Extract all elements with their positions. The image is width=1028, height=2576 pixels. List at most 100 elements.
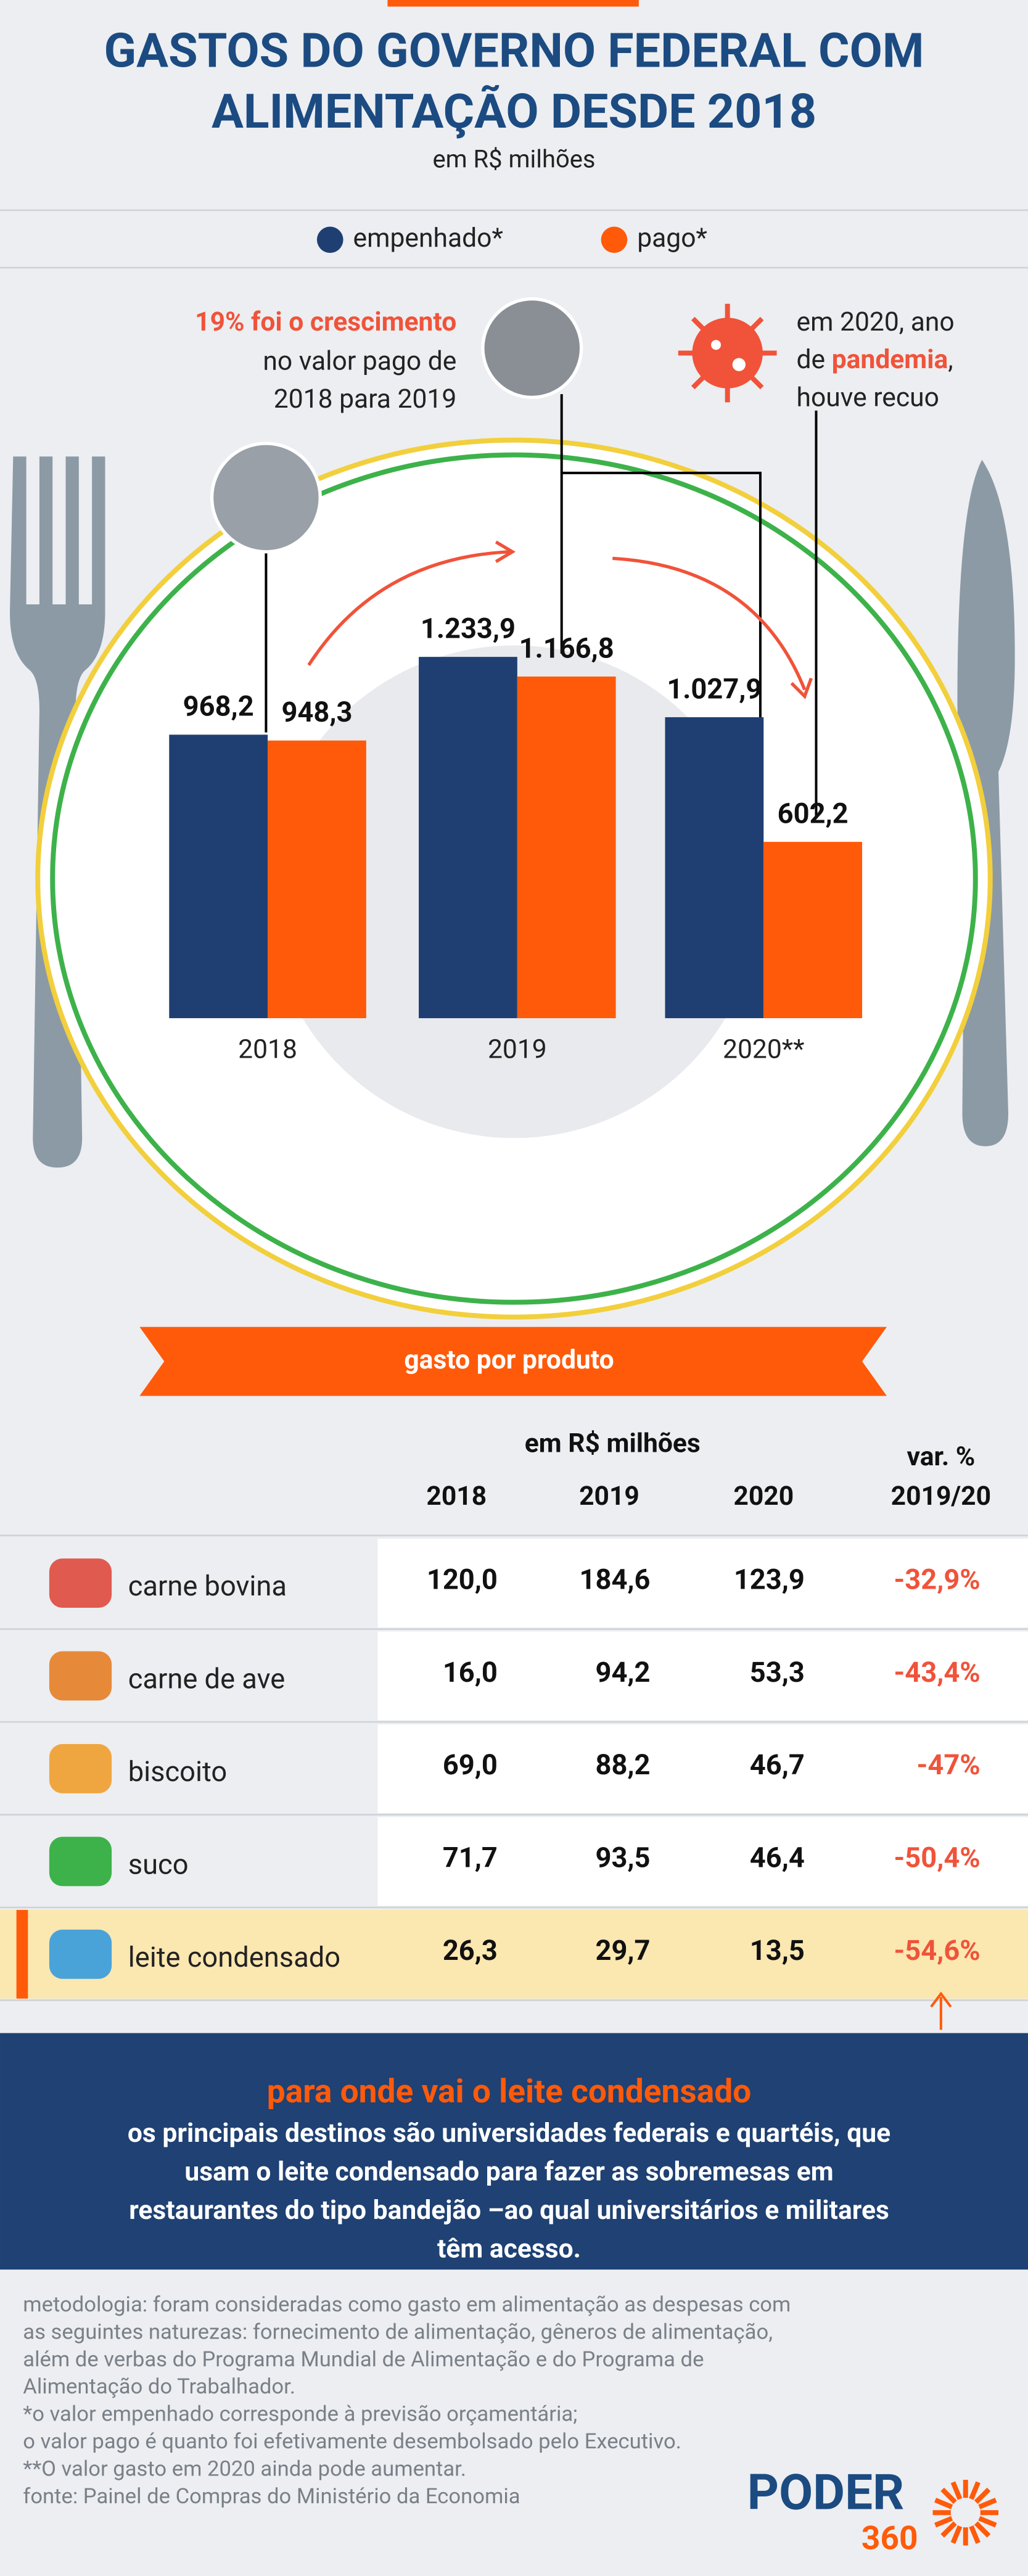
value-label: 1.233,9 bbox=[421, 613, 516, 646]
logo-ray bbox=[934, 2516, 953, 2528]
annotation-text: , bbox=[948, 344, 953, 375]
value-label: 602,2 bbox=[778, 797, 849, 830]
annotation: em 2020, ano bbox=[797, 307, 955, 337]
cell: 46,7 bbox=[750, 1749, 805, 1782]
row-bg bbox=[377, 1724, 1028, 1813]
cell: 93,5 bbox=[595, 1842, 650, 1875]
product-name: carne de ave bbox=[128, 1663, 285, 1695]
value-label: 1.027,9 bbox=[667, 673, 762, 706]
logo-ray bbox=[974, 2521, 991, 2538]
bar bbox=[268, 740, 366, 1018]
row-marker bbox=[16, 1909, 28, 1999]
bar bbox=[517, 677, 616, 1018]
cell: 13,5 bbox=[750, 1935, 805, 1967]
logo-ray bbox=[978, 2498, 997, 2509]
cell: 120,0 bbox=[427, 1563, 498, 1596]
product-name: biscoito bbox=[128, 1756, 227, 1788]
legend-swatch bbox=[316, 226, 343, 253]
row-bg bbox=[0, 1909, 1028, 1999]
logo-ray bbox=[950, 2481, 963, 2500]
value-label: 968,2 bbox=[183, 691, 254, 723]
column-header: 2019/20 bbox=[891, 1481, 991, 1512]
subtitle: em R$ milhões bbox=[432, 145, 595, 174]
note: além de verbas do Programa Mundial de Al… bbox=[23, 2347, 704, 2372]
title: ALIMENTAÇÃO DESDE 2018 bbox=[212, 83, 816, 139]
logo-ray bbox=[974, 2487, 991, 2504]
annotation: 2018 para 2019 bbox=[274, 384, 457, 414]
product-icon bbox=[49, 1651, 112, 1701]
bar bbox=[169, 735, 268, 1018]
logo-name: PODER bbox=[747, 2464, 905, 2522]
box-text: restaurantes do tipo bandejão –ao qual u… bbox=[129, 2195, 889, 2226]
column-header: 2018 bbox=[426, 1481, 487, 1512]
box-title: para onde vai o leite condensado bbox=[267, 2073, 751, 2111]
x-tick-label: 2019 bbox=[488, 1034, 547, 1064]
var-cell: -47% bbox=[917, 1749, 981, 1782]
virus-icon bbox=[678, 303, 777, 403]
product-name: suco bbox=[128, 1848, 189, 1881]
var-cell: -32,9% bbox=[894, 1563, 980, 1596]
cell: 26,3 bbox=[443, 1935, 498, 1967]
note: Alimentação do Trabalhador. bbox=[23, 2374, 295, 2399]
logo-number: 360 bbox=[861, 2520, 918, 2558]
column-header: 2019 bbox=[579, 1481, 639, 1512]
table-unit: em R$ milhões bbox=[525, 1428, 701, 1459]
note: o valor pago é quanto foi efetivamente d… bbox=[23, 2429, 681, 2454]
row-bg bbox=[377, 1817, 1028, 1906]
arrows bbox=[307, 540, 813, 699]
cell: 88,2 bbox=[595, 1749, 650, 1782]
annotation: de pandemia, bbox=[797, 344, 953, 375]
product-name: carne bovina bbox=[128, 1570, 287, 1603]
legend-swatch bbox=[601, 226, 628, 253]
logo-ray bbox=[969, 2525, 981, 2544]
x-tick-label: 2020** bbox=[723, 1034, 804, 1064]
annotation-highlight: 19% foi o crescimento bbox=[195, 307, 456, 337]
cell: 184,6 bbox=[580, 1563, 651, 1596]
connectors bbox=[265, 394, 818, 838]
var-cell: -43,4% bbox=[894, 1656, 980, 1689]
logo-ray bbox=[969, 2481, 981, 2500]
cell: 29,7 bbox=[595, 1935, 650, 1967]
legend-label: empenhado* bbox=[353, 223, 503, 253]
cell: 53,3 bbox=[750, 1656, 805, 1689]
logo-ray bbox=[950, 2525, 963, 2544]
logo-ray bbox=[978, 2516, 997, 2528]
cell: 71,7 bbox=[443, 1842, 498, 1875]
box-text: os principais destinos são universidades… bbox=[128, 2118, 890, 2149]
note: metodologia: foram consideradas como gas… bbox=[23, 2292, 791, 2317]
banner-label: gasto por produto bbox=[404, 1344, 614, 1375]
value-label: 948,3 bbox=[281, 696, 352, 729]
box-text: têm acesso. bbox=[437, 2234, 581, 2265]
annotation-highlight: pandemia bbox=[832, 344, 948, 375]
column-header: var. % bbox=[907, 1441, 975, 1472]
cell: 69,0 bbox=[443, 1749, 498, 1782]
cell: 46,4 bbox=[750, 1842, 805, 1875]
bar bbox=[419, 657, 517, 1018]
bar bbox=[665, 717, 764, 1018]
banner bbox=[139, 1327, 887, 1396]
note: *o valor empenhado corresponde à previsã… bbox=[23, 2402, 577, 2427]
var-cell: -50,4% bbox=[894, 1842, 980, 1875]
cell: 16,0 bbox=[443, 1656, 498, 1689]
x-tick-label: 2018 bbox=[238, 1034, 297, 1064]
product-icon bbox=[49, 1837, 112, 1887]
pointer-head bbox=[930, 1991, 952, 2008]
logo-ray bbox=[940, 2521, 957, 2538]
box-text: usam o leite condensado para fazer as so… bbox=[184, 2157, 833, 2187]
row-bg bbox=[377, 1631, 1028, 1721]
var-cell: -54,6% bbox=[894, 1935, 980, 1967]
title: GASTOS DO GOVERNO FEDERAL COM bbox=[104, 22, 924, 78]
column-header: 2020 bbox=[733, 1481, 794, 1512]
annotation: houve recuo bbox=[797, 382, 939, 413]
info-box bbox=[0, 2033, 1028, 2270]
annotation: no valor pago de bbox=[263, 346, 456, 377]
cell: 94,2 bbox=[595, 1656, 650, 1689]
bar bbox=[763, 842, 863, 1018]
photo-temer bbox=[210, 442, 322, 554]
photo-bolsonaro bbox=[481, 297, 583, 400]
note: as seguintes naturezas: fornecimento de … bbox=[23, 2319, 773, 2344]
annotation-text: de bbox=[797, 344, 832, 375]
legend-label: pago* bbox=[637, 223, 707, 253]
